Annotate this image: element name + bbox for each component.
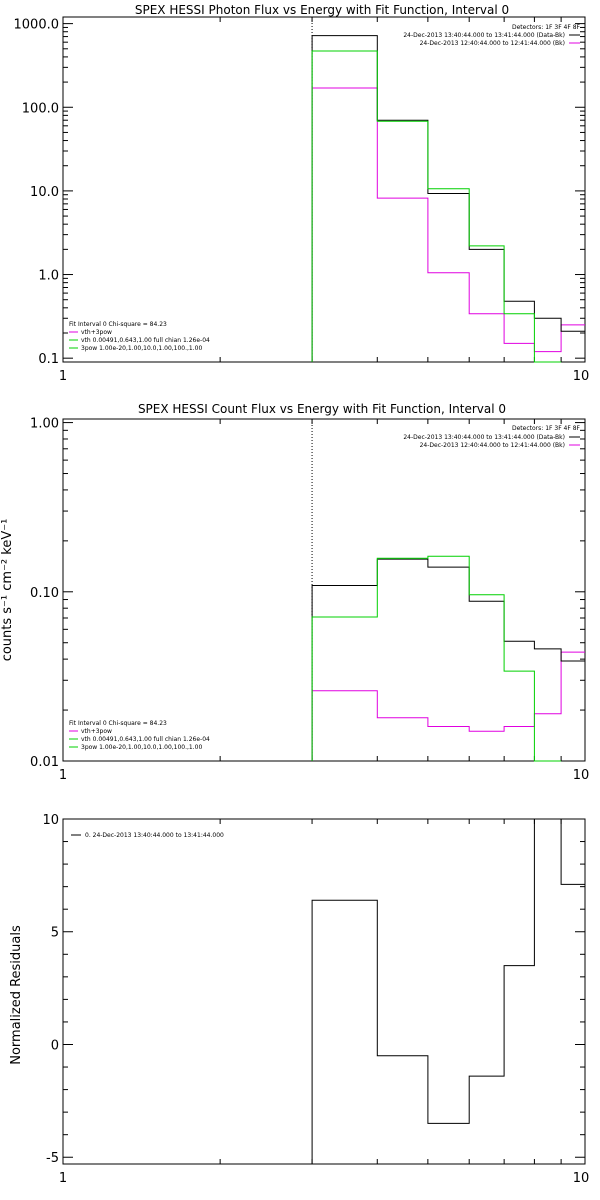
legend-entry: 0. 24-Dec-2013 13:40:44.000 to 13:41:44.… xyxy=(85,832,224,839)
x-tick-label: 10 xyxy=(573,369,590,384)
plot-frame xyxy=(62,418,586,762)
y-tick-label: 1000.0 xyxy=(14,18,60,33)
y-tick-label: 0 xyxy=(51,1038,59,1053)
plot-frame xyxy=(62,818,586,1165)
x-tick-label: 1 xyxy=(59,768,67,783)
series-line xyxy=(311,35,585,362)
x-tick-label: 10 xyxy=(573,768,590,783)
y-axis-label: counts s⁻¹ cm⁻² keV⁻¹ xyxy=(0,519,15,662)
photon-flux-panel: SPEX HESSI Photon Flux vs Energy with Fi… xyxy=(14,3,590,384)
fit-info-line: Fit Interval 0 Chi-square = 84.23 xyxy=(69,321,167,328)
x-tick-label: 10 xyxy=(573,1171,590,1186)
y-tick-label: 1.0 xyxy=(38,269,59,284)
fit-info-line: 3pow 1.00e-20,1.00,10.0,1.00,100.,1.00 xyxy=(81,744,202,751)
legend-entry: 24-Dec-2013 13:40:44.000 to 13:41:44.000… xyxy=(403,434,565,441)
y-axis-label: Normalized Residuals xyxy=(9,925,24,1065)
legend-entry: 24-Dec-2013 13:40:44.000 to 13:41:44.000… xyxy=(403,32,565,39)
y-tick-label: -5 xyxy=(46,1151,59,1166)
count-flux-panel: SPEX HESSI Count Flux vs Energy with Fit… xyxy=(0,402,589,783)
series-line xyxy=(311,555,562,762)
series-line xyxy=(311,87,585,362)
fit-info-line: vth 0.00491,0.643,1.00 full chian 1.26e-… xyxy=(81,736,210,743)
x-tick-label: 1 xyxy=(59,1171,67,1186)
y-tick-label: 10 xyxy=(42,813,59,828)
series-line xyxy=(311,558,585,761)
x-tick-label: 1 xyxy=(59,369,67,384)
y-tick-label: 1.00 xyxy=(30,417,59,432)
fit-info-line: vth+3pow xyxy=(81,728,112,735)
count-flux-title: SPEX HESSI Count Flux vs Energy with Fit… xyxy=(138,402,506,416)
fit-info-line: vth 0.00491,0.643,1.00 full chian 1.26e-… xyxy=(81,337,210,344)
detectors-label: Detectors: 1F 3F 4F 8F xyxy=(512,24,581,31)
y-tick-label: 5 xyxy=(51,926,59,941)
fit-info-line: vth+3pow xyxy=(81,329,112,336)
y-tick-label: 0.1 xyxy=(38,352,59,367)
y-tick-label: 0.10 xyxy=(30,586,59,601)
legend-entry: 24-Dec-2013 12:40:44.000 to 12:41:44.000… xyxy=(420,40,565,47)
plot-frame xyxy=(62,16,586,363)
fit-info-line: 3pow 1.00e-20,1.00,10.0,1.00,100.,1.00 xyxy=(81,345,202,352)
y-tick-label: 10.0 xyxy=(30,185,59,200)
detectors-label: Detectors: 1F 3F 4F 8F xyxy=(512,425,581,432)
photon-flux-title: SPEX HESSI Photon Flux vs Energy with Fi… xyxy=(135,3,509,17)
y-tick-label: 0.01 xyxy=(30,755,59,770)
series-line xyxy=(311,651,585,761)
y-tick-label: 100.0 xyxy=(22,101,59,116)
legend-entry: 24-Dec-2013 12:40:44.000 to 12:41:44.000… xyxy=(420,442,565,449)
series-line xyxy=(311,50,562,363)
series-line xyxy=(311,818,585,1164)
fit-info-line: Fit Interval 0 Chi-square = 84.23 xyxy=(69,720,167,727)
residuals-panel: Normalized Residuals -5 0 5 10 1 10 0. 24-De… xyxy=(9,813,589,1186)
